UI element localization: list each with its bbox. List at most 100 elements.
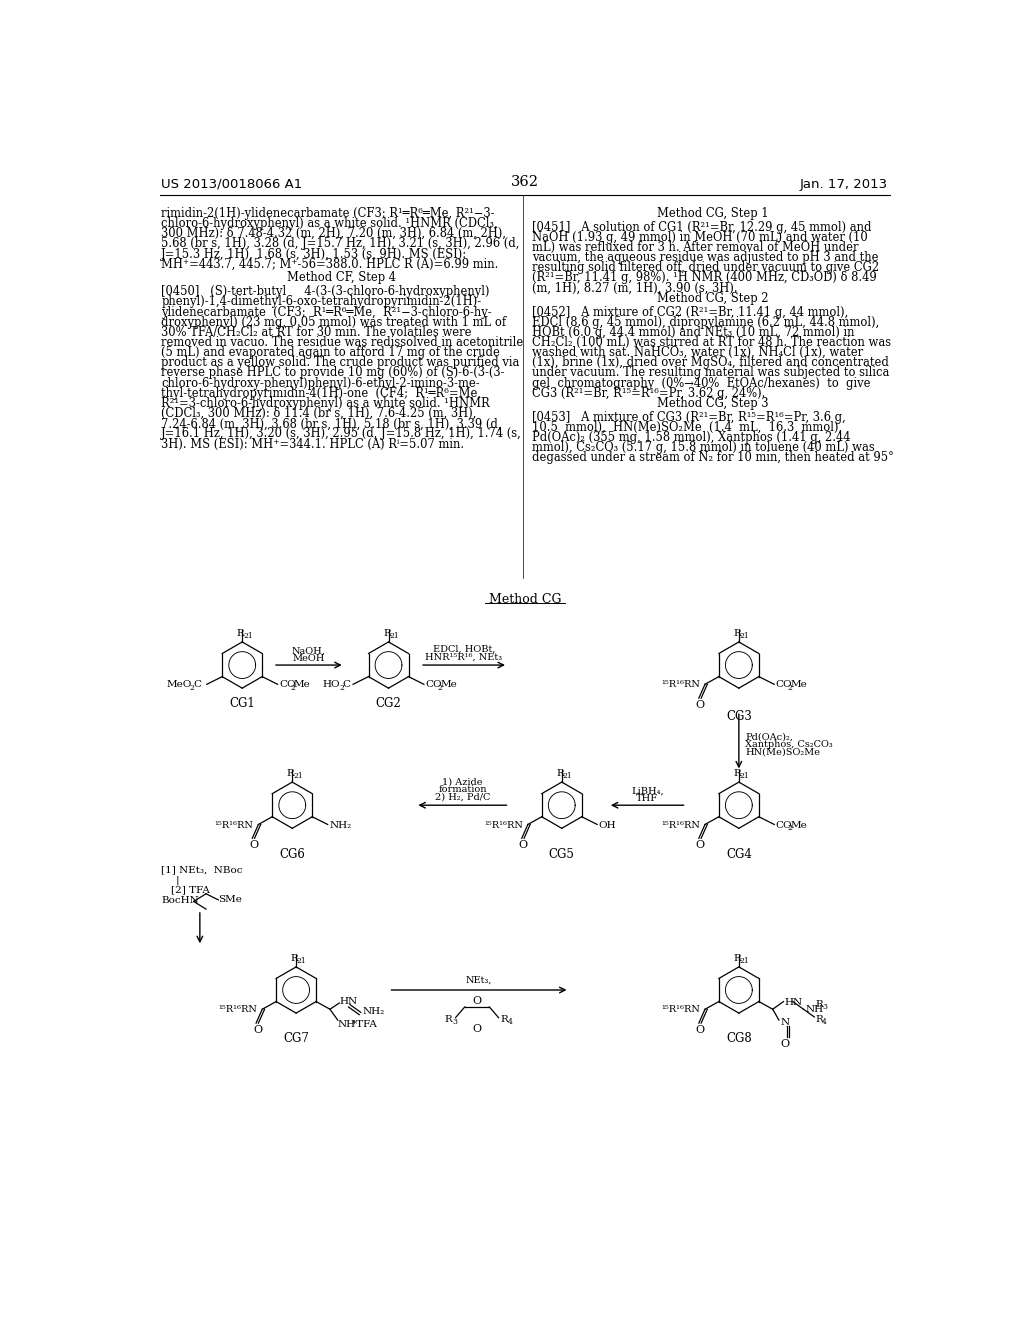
Text: *TFA: *TFA [351,1020,378,1030]
Text: CO: CO [280,681,296,689]
Text: resulting solid filtered off, dried under vacuum to give CG2: resulting solid filtered off, dried unde… [532,261,880,275]
Text: |: | [175,875,179,884]
Text: N: N [780,1019,790,1027]
Text: [1] NEt₃,  NBoc: [1] NEt₃, NBoc [162,866,243,874]
Text: 30% TFA/CH₂Cl₂ at RT for 30 min. The volatiles were: 30% TFA/CH₂Cl₂ at RT for 30 min. The vol… [162,326,472,339]
Text: R: R [287,770,295,777]
Text: R: R [237,628,245,638]
Text: 2: 2 [787,824,793,832]
Text: Method CF, Step 4: Method CF, Step 4 [287,272,396,284]
Text: [0453]   A mixture of CG3 (R²¹=Br, R¹⁵=R¹⁶=Pr, 3.6 g,: [0453] A mixture of CG3 (R²¹=Br, R¹⁵=R¹⁶… [532,411,846,424]
Text: C: C [342,681,350,689]
Text: O: O [472,997,481,1006]
Text: 300 MHz): δ 7.48-4.32 (m, 2H), 7.20 (m, 3H), 6.84 (m, 2H),: 300 MHz): δ 7.48-4.32 (m, 2H), 7.20 (m, … [162,227,506,240]
Text: HOBt (6.0 g, 44.4 mmol) and NEt₃ (10 mL, 72 mmol) in: HOBt (6.0 g, 44.4 mmol) and NEt₃ (10 mL,… [532,326,855,339]
Text: CO: CO [776,681,793,689]
Text: 5.68 (br s, 1H), 3.28 (d, J=15.7 Hz, 1H), 3.21 (s, 3H), 2.96 (d,: 5.68 (br s, 1H), 3.28 (d, J=15.7 Hz, 1H)… [162,238,520,251]
Text: Pd(OAc)₂,: Pd(OAc)₂, [745,733,793,741]
Text: J=16.1 Hz, 1H), 3.20 (s, 3H), 2.95 (d, J=15.8 Hz, 1H), 1.74 (s,: J=16.1 Hz, 1H), 3.20 (s, 3H), 2.95 (d, J… [162,428,522,441]
Text: LiBH₄,: LiBH₄, [631,787,664,796]
Text: NaOH,: NaOH, [292,647,326,656]
Text: 7.24-6.84 (m, 3H), 3.68 (br s, 1H), 5.18 (br s, 1H), 3.39 (d,: 7.24-6.84 (m, 3H), 3.68 (br s, 1H), 5.18… [162,417,502,430]
Text: 4: 4 [822,1019,827,1027]
Text: 2: 2 [189,684,195,692]
Text: R: R [733,770,741,777]
Text: CG1: CG1 [229,697,255,710]
Text: R: R [815,1001,823,1008]
Text: 10.5  mmol),  HN(Me)SO₂Me  (1.4  mL,  16.3  mmol),: 10.5 mmol), HN(Me)SO₂Me (1.4 mL, 16.3 mm… [532,421,843,434]
Text: droxyphenyl) (23 mg, 0.05 mmol) was treated with 1 mL of: droxyphenyl) (23 mg, 0.05 mmol) was trea… [162,315,507,329]
Text: O: O [695,1024,705,1035]
Text: CG5: CG5 [549,847,574,861]
Text: CG7: CG7 [284,1032,309,1045]
Text: ¹⁵R¹⁶RN: ¹⁵R¹⁶RN [214,821,253,829]
Text: chloro-6-hydroxy-phenyl)phenyl)-6-ethyl-2-imino-3-me-: chloro-6-hydroxy-phenyl)phenyl)-6-ethyl-… [162,376,480,389]
Text: 21: 21 [739,632,750,640]
Text: NH: NH [805,1006,823,1014]
Text: rimidin-2(1H)-ylidenecarbamate (CF3; R¹═R⁶═Me, R²¹−3-: rimidin-2(1H)-ylidenecarbamate (CF3; R¹═… [162,207,495,220]
Text: [2] TFA: [2] TFA [171,886,210,894]
Text: ¹⁵R¹⁶RN: ¹⁵R¹⁶RN [484,821,523,829]
Text: 3H). MS (ESI): MH⁺=344.1. HPLC (A) Rⁱ=5.07 min.: 3H). MS (ESI): MH⁺=344.1. HPLC (A) Rⁱ=5.… [162,438,465,450]
Text: Me: Me [791,821,807,829]
Text: Pd(OAc)₂ (355 mg, 1.58 mmol), Xantphos (1.41 g, 2.44: Pd(OAc)₂ (355 mg, 1.58 mmol), Xantphos (… [532,432,851,444]
Text: under vacuum. The resulting material was subjected to silica: under vacuum. The resulting material was… [532,367,890,379]
Text: R²¹=3-chloro-6-hydroxyphenyl) as a white solid. ¹HNMR: R²¹=3-chloro-6-hydroxyphenyl) as a white… [162,397,490,411]
Text: 21: 21 [739,772,750,780]
Text: R: R [500,1015,508,1023]
Text: mL) was refluxed for 3 h. After removal of MeOH under: mL) was refluxed for 3 h. After removal … [532,242,859,253]
Text: chloro-6-hydroxyphenyl) as a white solid. ¹HNMR (CDCl₃,: chloro-6-hydroxyphenyl) as a white solid… [162,216,498,230]
Text: CH₂Cl₂ (100 mL) was stirred at RT for 48 h. The reaction was: CH₂Cl₂ (100 mL) was stirred at RT for 48… [532,337,892,348]
Text: R: R [444,1015,453,1023]
Text: CG6: CG6 [280,847,305,861]
Text: EDCl, HOBt,: EDCl, HOBt, [433,645,496,653]
Text: O: O [249,840,258,850]
Text: R: R [733,628,741,638]
Text: formation: formation [438,785,486,795]
Text: 21: 21 [562,772,572,780]
Text: HN: HN [784,998,803,1007]
Text: ¹⁵R¹⁶RN: ¹⁵R¹⁶RN [662,681,700,689]
Text: 21: 21 [243,632,253,640]
Text: CG4: CG4 [726,847,752,861]
Text: HO: HO [323,681,340,689]
Text: NH: NH [338,1020,355,1030]
Text: 21: 21 [297,957,306,965]
Text: ¹⁵R¹⁶RN: ¹⁵R¹⁶RN [218,1006,257,1014]
Text: 3: 3 [822,1003,827,1011]
Text: mmol), Cs₂CO₃ (5.17 g, 15.8 mmol) in toluene (40 mL) was: mmol), Cs₂CO₃ (5.17 g, 15.8 mmol) in tol… [532,441,876,454]
Text: 3: 3 [453,1018,458,1026]
Text: Jan. 17, 2013: Jan. 17, 2013 [800,178,888,190]
Text: MH⁺=443.7, 445.7; M⁺-56=388.0. HPLC R (A)=6.99 min.: MH⁺=443.7, 445.7; M⁺-56=388.0. HPLC R (A… [162,257,499,271]
Text: degassed under a stream of N₂ for 10 min, then heated at 95°: degassed under a stream of N₂ for 10 min… [532,451,894,465]
Text: reverse phase HPLC to provide 10 mg (60%) of (S)-6-(3-(3-: reverse phase HPLC to provide 10 mg (60%… [162,367,505,379]
Text: (CDCl₃, 300 MHz): δ 11.4 (br s, 1H), 7.6-4.25 (m, 3H),: (CDCl₃, 300 MHz): δ 11.4 (br s, 1H), 7.6… [162,407,477,420]
Text: 4: 4 [508,1018,513,1026]
Text: MeOH: MeOH [293,655,325,663]
Text: (5 mL) and evaporated again to afford 17 mg of the crude: (5 mL) and evaporated again to afford 17… [162,346,501,359]
Text: J=15.3 Hz, 1H), 1.68 (s, 3H), 1.53 (s, 9H). MS (ESI):: J=15.3 Hz, 1H), 1.68 (s, 3H), 1.53 (s, 9… [162,248,468,260]
Text: NH₂: NH₂ [329,821,351,829]
Text: NaOH (1.93 g, 49 mmol) in MeOH (70 mL) and water (10: NaOH (1.93 g, 49 mmol) in MeOH (70 mL) a… [532,231,868,244]
Text: (R²¹=Br, 11.41 g, 98%). ¹H NMR (400 MHz, CD₃OD) δ 8.49: (R²¹=Br, 11.41 g, 98%). ¹H NMR (400 MHz,… [532,272,878,284]
Text: thyl-tetrahydropyrimidin-4(1H)-one  (CF4;  R¹═R⁶=Me,: thyl-tetrahydropyrimidin-4(1H)-one (CF4;… [162,387,481,400]
Text: R: R [556,770,564,777]
Text: phenyl)-1,4-dimethyl-6-oxo-tetrahydropyrimidin-2(1H)-: phenyl)-1,4-dimethyl-6-oxo-tetrahydropyr… [162,296,481,309]
Text: Me: Me [791,681,807,689]
Text: ¹⁵R¹⁶RN: ¹⁵R¹⁶RN [662,821,700,829]
Text: C: C [193,681,201,689]
Text: 2: 2 [291,684,296,692]
Text: vacuum, the aqueous residue was adjusted to pH 3 and the: vacuum, the aqueous residue was adjusted… [532,251,879,264]
Text: US 2013/0018066 A1: US 2013/0018066 A1 [162,178,303,190]
Text: R: R [733,954,741,962]
Text: 2: 2 [787,684,793,692]
Text: O: O [518,840,527,850]
Text: SMe: SMe [218,895,243,904]
Text: Method CG, Step 2: Method CG, Step 2 [657,292,768,305]
Text: [0451]   A solution of CG1 (R²¹=Br, 12.29 g, 45 mmol) and: [0451] A solution of CG1 (R²¹=Br, 12.29 … [532,220,872,234]
Text: CO: CO [425,681,442,689]
Text: CO: CO [776,821,793,829]
Text: O: O [695,840,705,850]
Text: 362: 362 [511,176,539,189]
Text: O: O [695,700,705,710]
